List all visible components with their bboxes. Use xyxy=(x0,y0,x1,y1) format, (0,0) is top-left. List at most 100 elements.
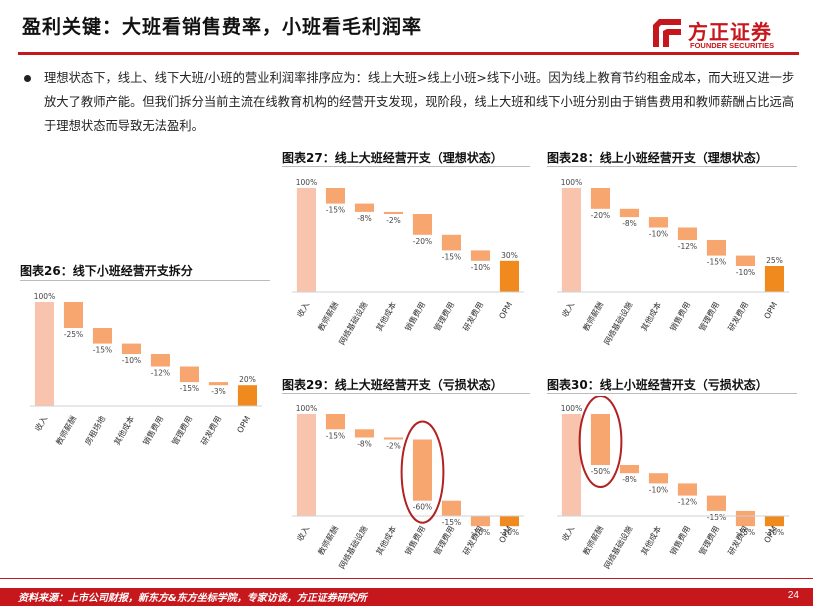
data-label-2: -50% xyxy=(591,467,610,476)
category-label-3: 网络基础设施 xyxy=(602,300,635,347)
category-label-8: OPM xyxy=(235,414,252,434)
waterfall-bar-4 xyxy=(121,343,141,354)
figure-30-title: 图表30：线上小班经营开支（亏损状态） xyxy=(547,378,768,392)
category-label-4: 其他成本 xyxy=(639,524,664,557)
data-label-2: -25% xyxy=(64,330,83,339)
waterfall-bar-6 xyxy=(706,240,726,256)
category-label-6: 管理费用 xyxy=(697,300,722,333)
category-label-8: OPM xyxy=(762,300,779,320)
logo-chinese-text: 方正证券 xyxy=(688,20,772,44)
founder-logo-icon xyxy=(653,19,681,47)
category-label-3: 网络基础设施 xyxy=(337,524,370,571)
data-label-1: 100% xyxy=(561,404,582,413)
page-number: 24 xyxy=(787,590,799,601)
waterfall-bar-8 xyxy=(764,266,784,292)
data-label-8: 25% xyxy=(766,256,783,265)
waterfall-bar-8 xyxy=(499,516,519,527)
category-label-5: 销售费用 xyxy=(403,300,428,333)
category-label-4: 其他成本 xyxy=(374,300,399,333)
waterfall-bar-1 xyxy=(34,302,54,406)
figure-28-title-rule xyxy=(547,166,797,167)
waterfall-bar-2 xyxy=(325,414,345,430)
data-label-7: -15% xyxy=(736,528,755,537)
data-label-8: -10% xyxy=(500,528,519,537)
category-label-5: 销售费用 xyxy=(141,414,166,447)
figure-26-title: 图表26：线下小班经营开支拆分 xyxy=(20,264,193,278)
category-label-4: 其他成本 xyxy=(112,414,137,447)
figure-27-title: 图表27：线上大班经营开支（理想状态） xyxy=(282,151,503,165)
logo-english-text: FOUNDER SECURITIES xyxy=(690,41,775,50)
category-label-4: 其他成本 xyxy=(374,524,399,557)
highlight-circle xyxy=(578,396,623,488)
waterfall-bar-6 xyxy=(441,500,461,516)
figure-26-waterfall-chart: 100% -25% -15% -10% -12% -15% -3% 20% 收入 教师薪酬 房租场地… xyxy=(30,292,262,447)
data-label-5: -60% xyxy=(413,503,432,512)
waterfall-bar-1 xyxy=(561,188,581,292)
waterfall-bar-7 xyxy=(735,255,755,266)
category-label-3: 房租场地 xyxy=(83,414,108,447)
data-label-6: -15% xyxy=(707,258,726,267)
title-divider xyxy=(18,52,799,55)
data-label-6: -15% xyxy=(442,518,461,527)
waterfall-bar-3 xyxy=(92,328,112,344)
waterfall-bar-5 xyxy=(412,439,432,501)
data-label-1: 100% xyxy=(296,178,317,187)
data-label-6: -15% xyxy=(442,252,461,261)
category-label-2: 教师薪酬 xyxy=(316,300,341,333)
figure-28-waterfall-chart: 100% -20% -8% -10% -12% -15% -10% 25% 收入 教师薪酬网络基础… xyxy=(557,178,789,347)
data-label-4: -2% xyxy=(386,216,401,225)
category-label-7: 研发费用 xyxy=(726,300,751,333)
waterfall-bar-5 xyxy=(677,227,697,240)
data-label-1: 100% xyxy=(34,292,55,301)
waterfall-bar-6 xyxy=(706,495,726,511)
data-label-8: 20% xyxy=(239,375,256,384)
figure-27-waterfall-chart: 100% -15% -8% -2% -20% -15% -10% 30% 收入 教师薪酬网络基础设… xyxy=(292,178,524,347)
category-label-6: 管理费用 xyxy=(432,524,457,557)
data-label-5: -12% xyxy=(678,242,697,251)
figure-26-title-rule xyxy=(20,280,270,281)
data-label-4: -10% xyxy=(122,356,141,365)
data-label-1: 100% xyxy=(561,178,582,187)
figure-29-title-rule xyxy=(282,393,530,394)
data-label-8: -10% xyxy=(765,528,784,537)
category-label-7: 研发费用 xyxy=(461,300,486,333)
data-label-4: -10% xyxy=(649,230,668,239)
waterfall-bar-4 xyxy=(383,211,403,214)
category-label-2: 教师薪酬 xyxy=(581,524,606,557)
data-label-5: -12% xyxy=(678,498,697,507)
footer-divider xyxy=(0,578,813,579)
waterfall-bar-2 xyxy=(590,188,610,209)
page-title: 盈利关键：大班看销售费率，小班看毛利润率 xyxy=(22,16,423,38)
data-label-2: -15% xyxy=(326,431,345,440)
waterfall-bar-7 xyxy=(470,516,490,527)
category-label-5: 销售费用 xyxy=(668,524,693,557)
figure-30-waterfall-chart: 100% -50% -8% -10% -12% -15% -15% -10% 收入 教师薪酬网络基… xyxy=(557,396,789,571)
waterfall-bar-4 xyxy=(648,473,668,484)
category-label-6: 管理费用 xyxy=(170,414,195,447)
category-label-4: 其他成本 xyxy=(639,300,664,333)
waterfall-bar-3 xyxy=(619,208,639,218)
data-label-3: -8% xyxy=(357,440,372,449)
category-label-5: 销售费用 xyxy=(403,524,428,557)
category-label-1: 收入 xyxy=(295,524,312,543)
category-label-8: OPM xyxy=(497,300,514,320)
figure-27-title-rule xyxy=(282,166,530,167)
data-label-5: -12% xyxy=(151,369,170,378)
waterfall-bar-2 xyxy=(63,302,83,328)
data-label-6: -15% xyxy=(180,384,199,393)
waterfall-bar-8 xyxy=(237,385,257,406)
data-label-3: -8% xyxy=(357,214,372,223)
data-label-6: -15% xyxy=(707,513,726,522)
waterfall-bar-7 xyxy=(208,382,228,386)
category-label-1: 收入 xyxy=(560,524,577,543)
category-label-3: 网络基础设施 xyxy=(337,300,370,347)
waterfall-bar-1 xyxy=(561,414,581,516)
highlight-circle xyxy=(400,420,445,524)
footer-bar xyxy=(0,588,813,606)
data-label-5: -20% xyxy=(413,237,432,246)
data-label-7: -10% xyxy=(471,528,490,537)
data-label-1: 100% xyxy=(296,404,317,413)
figure-28-title: 图表28：线上小班经营开支（理想状态） xyxy=(547,151,768,165)
waterfall-bar-7 xyxy=(735,510,755,527)
waterfall-bar-3 xyxy=(619,465,639,474)
